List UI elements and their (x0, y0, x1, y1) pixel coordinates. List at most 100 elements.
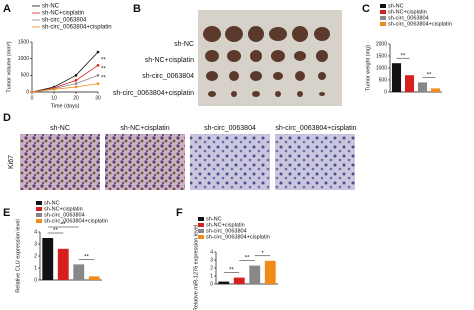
bar (430, 88, 441, 92)
annotation: * (261, 251, 264, 257)
y-tick-label: 1000 (376, 65, 387, 71)
annotation: ** (229, 268, 234, 274)
legend-label: sh-NC+cisplatin (206, 222, 245, 228)
y-tick-label: 4 (34, 229, 37, 235)
x-tick-label: 0 (31, 95, 34, 101)
histology-image (20, 134, 100, 190)
y-tick-label: 1000 (18, 56, 29, 62)
column-label: sh-NC+cisplatin (120, 125, 169, 132)
legend-swatch (380, 10, 386, 14)
panel-letter: C (362, 3, 370, 15)
x-axis-label: Time (days) (51, 103, 80, 109)
legend-label: sh-NC (388, 3, 404, 9)
y-tick-label: 0 (384, 89, 387, 95)
bar (264, 260, 276, 284)
y-tick-label: 0 (34, 277, 37, 283)
x-tick-label: 20 (73, 95, 79, 101)
y-axis-label: Relative miR-1276 expression level (193, 225, 199, 310)
annotation: ** (401, 53, 406, 59)
legend-label: sh-NC (206, 216, 222, 222)
legend-label: sh-circ_0063804+cisplatin (44, 218, 108, 224)
bar (88, 276, 100, 280)
y-axis-label: Tumor weight (mg) (365, 45, 371, 91)
legend-label: sh-circ_0063804 (388, 15, 429, 21)
legend-label: sh-circ_0063804 (42, 18, 87, 24)
panel-letter: E (3, 207, 10, 219)
bar (391, 63, 402, 92)
row-label: sh-circ_0063804+cisplatin (113, 90, 194, 97)
y-tick-label: 4 (210, 249, 213, 255)
row-label: sh-circ_0063804 (142, 73, 194, 80)
y-tick-label: 1 (210, 273, 213, 279)
bar (218, 281, 230, 284)
legend-label: sh-NC+cisplatin (44, 206, 83, 212)
legend-swatch (36, 219, 42, 223)
y-axis-label: Relative CLU expression level (15, 219, 21, 292)
bar (249, 265, 261, 284)
legend-swatch (198, 217, 204, 221)
annotation: ** (61, 222, 66, 228)
bar (404, 75, 415, 92)
y-tick-label: 3 (34, 241, 37, 247)
annotation: ** (427, 72, 432, 78)
y-tick-label: 1500 (18, 39, 29, 45)
row-label: sh-NC+cisplatin (145, 57, 194, 64)
legend-swatch (198, 223, 204, 227)
legend-swatch (198, 235, 204, 239)
y-axis-label: Tumor volume (mm³) (6, 41, 12, 92)
legend-label: sh-NC+cisplatin (388, 9, 427, 15)
stain-label: Ki67 (8, 155, 15, 169)
annotation: ** (101, 58, 106, 64)
y-tick-label: 1 (34, 265, 37, 271)
point (74, 79, 78, 82)
legend-swatch (198, 229, 204, 233)
line (31, 51, 99, 93)
y-tick-label: 500 (379, 77, 388, 83)
legend-label: sh-NC (42, 4, 60, 10)
point (74, 82, 78, 85)
legend-swatch (380, 4, 386, 8)
legend-label: sh-circ_0063804 (44, 212, 85, 218)
point (30, 90, 34, 94)
point (96, 82, 100, 85)
x-tick-label: 30 (95, 95, 101, 101)
bar (73, 264, 85, 280)
legend-swatch (36, 201, 42, 205)
y-tick-label: 2 (210, 265, 213, 271)
panel-letter: A (3, 3, 11, 15)
legend-swatch (36, 213, 42, 217)
annotation: ** (245, 256, 250, 262)
histology-image (275, 134, 355, 190)
column-label: sh-circ_0063804 (204, 125, 256, 132)
point (74, 85, 78, 89)
x-tick-label: 10 (51, 95, 57, 101)
line (31, 83, 99, 93)
y-tick-label: 3 (210, 257, 213, 263)
legend-label: sh-circ_0063804 (206, 228, 247, 234)
point (96, 50, 100, 54)
y-tick-label: 500 (21, 73, 30, 79)
y-tick-label: 0 (26, 89, 29, 95)
tumors (203, 26, 330, 97)
legend-swatch (380, 16, 386, 20)
bar (417, 82, 428, 92)
row-label: sh-NC (174, 41, 194, 48)
y-tick-label: 1500 (376, 53, 387, 59)
legend-label: sh-circ_0063804+cisplatin (388, 21, 452, 27)
legend-label: sh-NC+cisplatin (42, 11, 84, 17)
column-label: sh-circ_0063804+cisplatin (275, 125, 356, 132)
legend-label: sh-NC (44, 200, 60, 206)
annotation: ** (101, 67, 106, 73)
histology-image (190, 134, 270, 190)
point (52, 88, 56, 91)
legend-swatch (36, 207, 42, 211)
legend-swatch (380, 22, 386, 26)
annotation: ** (101, 76, 106, 82)
histology-image (105, 134, 185, 190)
panel-letter: D (3, 112, 11, 124)
annotation: ** (84, 254, 89, 260)
y-tick-label: 2000 (376, 41, 387, 47)
bar (42, 238, 54, 280)
point (96, 74, 100, 77)
